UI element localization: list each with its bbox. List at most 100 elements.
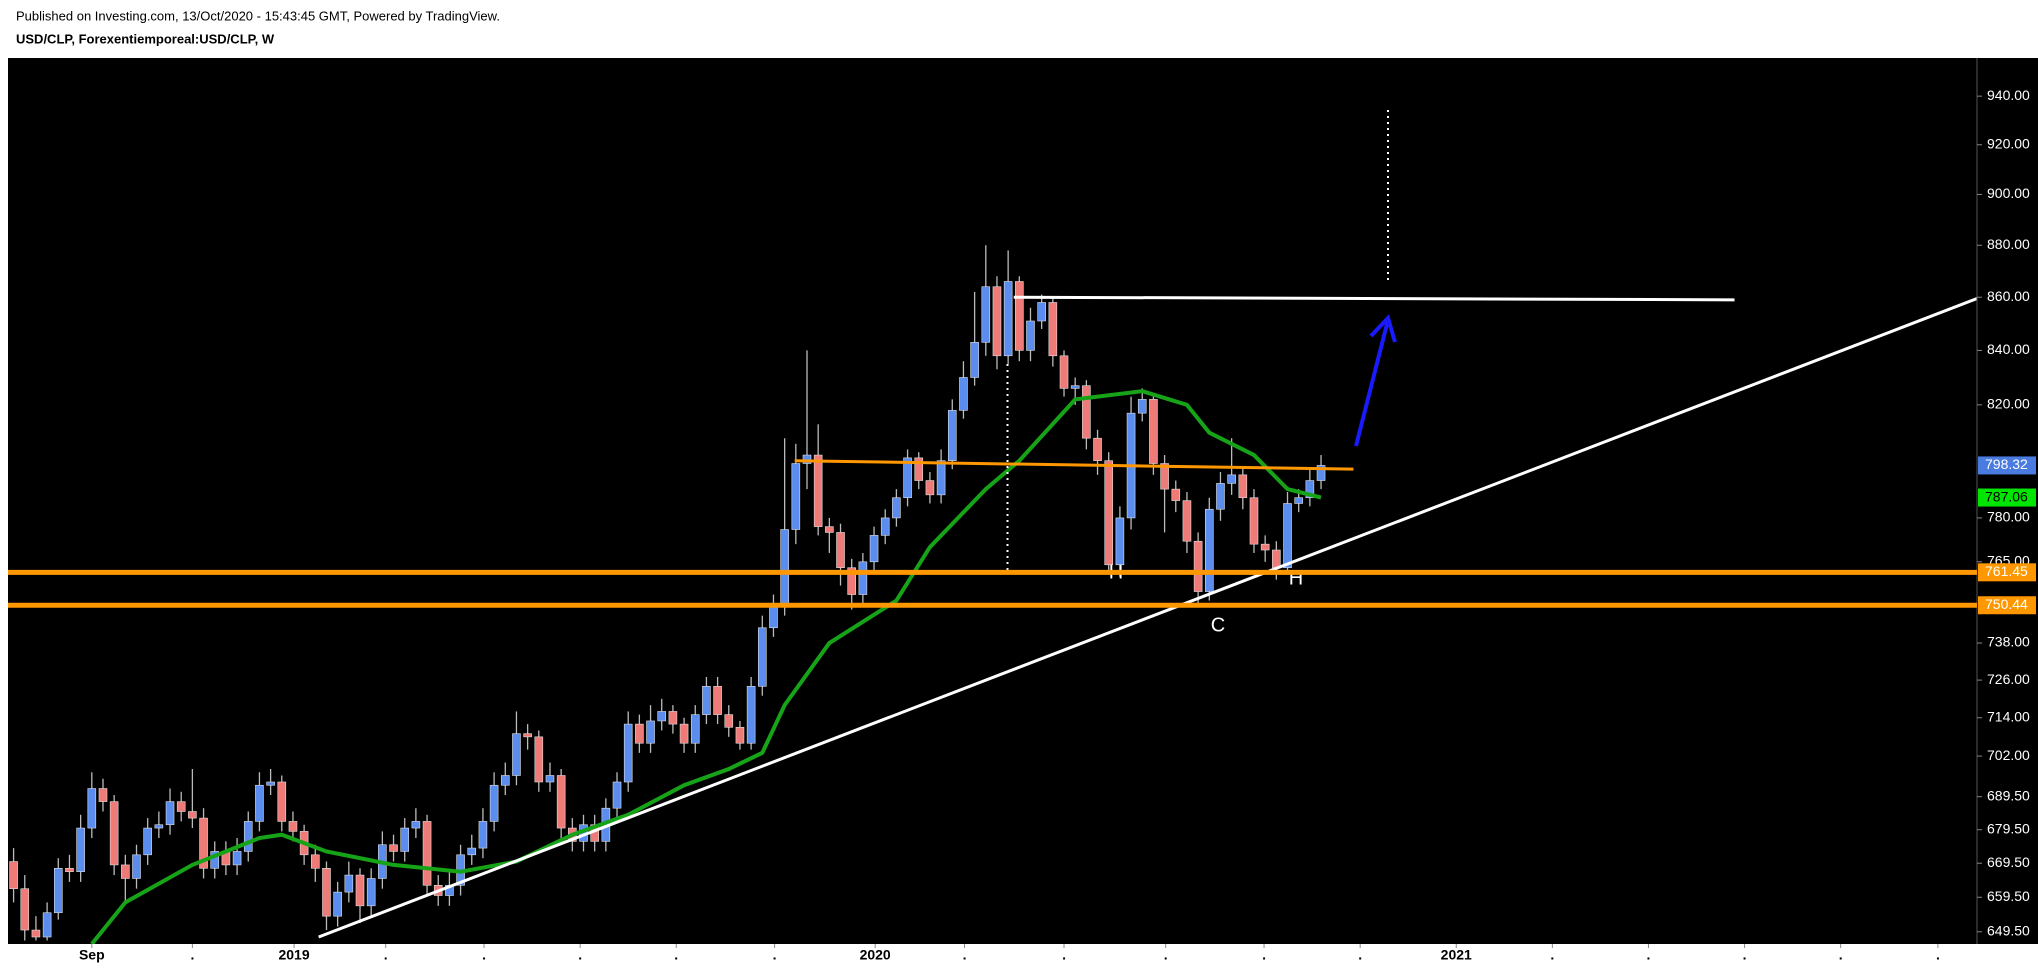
candle-body	[959, 377, 968, 411]
candle-body	[523, 733, 532, 738]
candle-body	[1160, 463, 1169, 490]
candle-body	[65, 868, 74, 872]
candle-body	[1283, 503, 1292, 569]
candle-body	[1216, 483, 1225, 510]
y-tick-label: 738.00	[1987, 634, 2030, 650]
candle-body	[165, 801, 175, 826]
candle-body	[311, 854, 320, 869]
price-tag-label: 787.06	[1985, 488, 2028, 504]
price-tag-label: 798.32	[1985, 456, 2028, 472]
candle-body	[936, 460, 946, 496]
candle-body	[1026, 320, 1035, 351]
trendline	[318, 297, 1977, 939]
y-tick-label: 659.50	[1987, 888, 2030, 904]
y-tick-label: 714.00	[1987, 708, 2030, 724]
x-tick-label: .	[674, 947, 678, 963]
candle-body	[1260, 543, 1270, 551]
candle-body	[1104, 460, 1114, 566]
candle-body	[646, 720, 655, 744]
y-tick-label: 679.50	[1987, 820, 2030, 836]
candle-body	[322, 868, 331, 917]
x-tick-label: .	[1936, 947, 1940, 963]
candle-body	[545, 775, 555, 783]
candle-body	[1193, 540, 1203, 592]
y-tick-label: 689.50	[1987, 787, 2030, 803]
y-tick-label: 669.50	[1987, 854, 2030, 870]
candle-body	[668, 711, 678, 725]
x-tick-label: .	[773, 947, 777, 963]
candle-body	[769, 606, 778, 629]
candle-body	[87, 788, 97, 829]
candle-body	[20, 888, 30, 931]
moving-average	[90, 389, 1322, 944]
candle-body	[188, 811, 197, 819]
y-tick-label: 780.00	[1987, 509, 2030, 525]
candle-body	[232, 851, 242, 866]
price-tag-label: 750.44	[1985, 596, 2028, 612]
candle-body	[143, 827, 152, 856]
candle-body	[1149, 399, 1158, 464]
y-tick-label: 726.00	[1987, 671, 2030, 687]
x-tick-label: 2020	[860, 947, 891, 963]
candle-body	[266, 781, 275, 786]
candle-body	[802, 454, 812, 464]
candle-body	[1227, 474, 1236, 484]
x-tick-label: .	[1164, 947, 1168, 963]
x-tick-label: .	[1262, 947, 1266, 963]
candle-body	[925, 480, 935, 496]
candle-body	[1059, 355, 1069, 389]
candle-body	[489, 784, 499, 822]
candle-body	[679, 723, 689, 744]
candle-body	[981, 286, 991, 343]
candle-body	[42, 912, 52, 938]
candle-body	[612, 781, 622, 809]
y-tick-label: 649.50	[1987, 922, 2030, 938]
candle-body	[53, 868, 63, 914]
x-tick-label: .	[1743, 947, 1747, 963]
candle-body	[914, 457, 924, 481]
candle-body	[1272, 549, 1281, 569]
candle-body	[702, 686, 711, 715]
candle-body	[556, 775, 566, 829]
arrow-shaft	[1354, 319, 1390, 447]
candle-body	[1093, 437, 1102, 461]
x-tick-label: .	[1062, 947, 1066, 963]
price-tag	[1978, 488, 2036, 507]
candle-body	[1171, 488, 1181, 501]
x-tick-label: .	[578, 947, 582, 963]
symbol-line: USD/CLP, Forexentiemporeal:USD/CLP, W	[16, 31, 275, 46]
candle-body	[1305, 480, 1315, 499]
candle-body	[467, 847, 477, 856]
price-tag	[1978, 596, 2036, 615]
candle-body	[735, 726, 745, 744]
candle-body	[869, 535, 879, 563]
y-tick-label: 702.00	[1987, 747, 2030, 763]
candle-body	[847, 567, 856, 595]
candle-body	[243, 821, 253, 852]
candle-body	[154, 824, 164, 829]
candle-body	[1137, 399, 1147, 414]
candle-body	[9, 861, 18, 889]
candle-body	[825, 526, 834, 533]
x-tick-label: .	[190, 947, 194, 963]
candle-body	[500, 775, 510, 786]
candle-body	[713, 686, 722, 715]
candle-body	[121, 864, 130, 879]
candle-body	[132, 854, 141, 879]
candle-body	[288, 821, 298, 832]
candle-body	[690, 714, 700, 744]
time-axis-background	[0, 944, 2038, 970]
candle-body	[757, 627, 767, 687]
candle-body	[623, 723, 633, 783]
candle-body	[746, 686, 756, 744]
candle-body	[1249, 497, 1259, 545]
y-tick-label: 940.00	[1987, 87, 2030, 103]
candle-body	[880, 517, 890, 536]
plot-area	[9, 245, 1977, 944]
candle-body	[98, 788, 108, 802]
published-line: Published on Investing.com, 13/Oct/2020 …	[16, 8, 500, 23]
candle-body	[76, 827, 85, 872]
y-tick-label: 920.00	[1987, 135, 2030, 151]
x-tick-label: .	[963, 947, 967, 963]
